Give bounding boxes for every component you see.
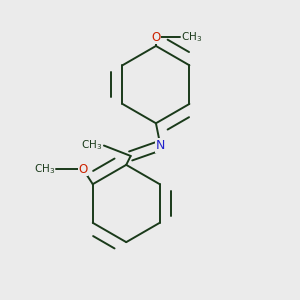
Text: CH$_3$: CH$_3$	[181, 30, 202, 44]
Text: CH$_3$: CH$_3$	[81, 139, 102, 152]
Text: O: O	[151, 31, 160, 44]
Text: CH$_3$: CH$_3$	[34, 162, 55, 176]
Text: O: O	[79, 163, 88, 176]
Text: N: N	[156, 139, 165, 152]
